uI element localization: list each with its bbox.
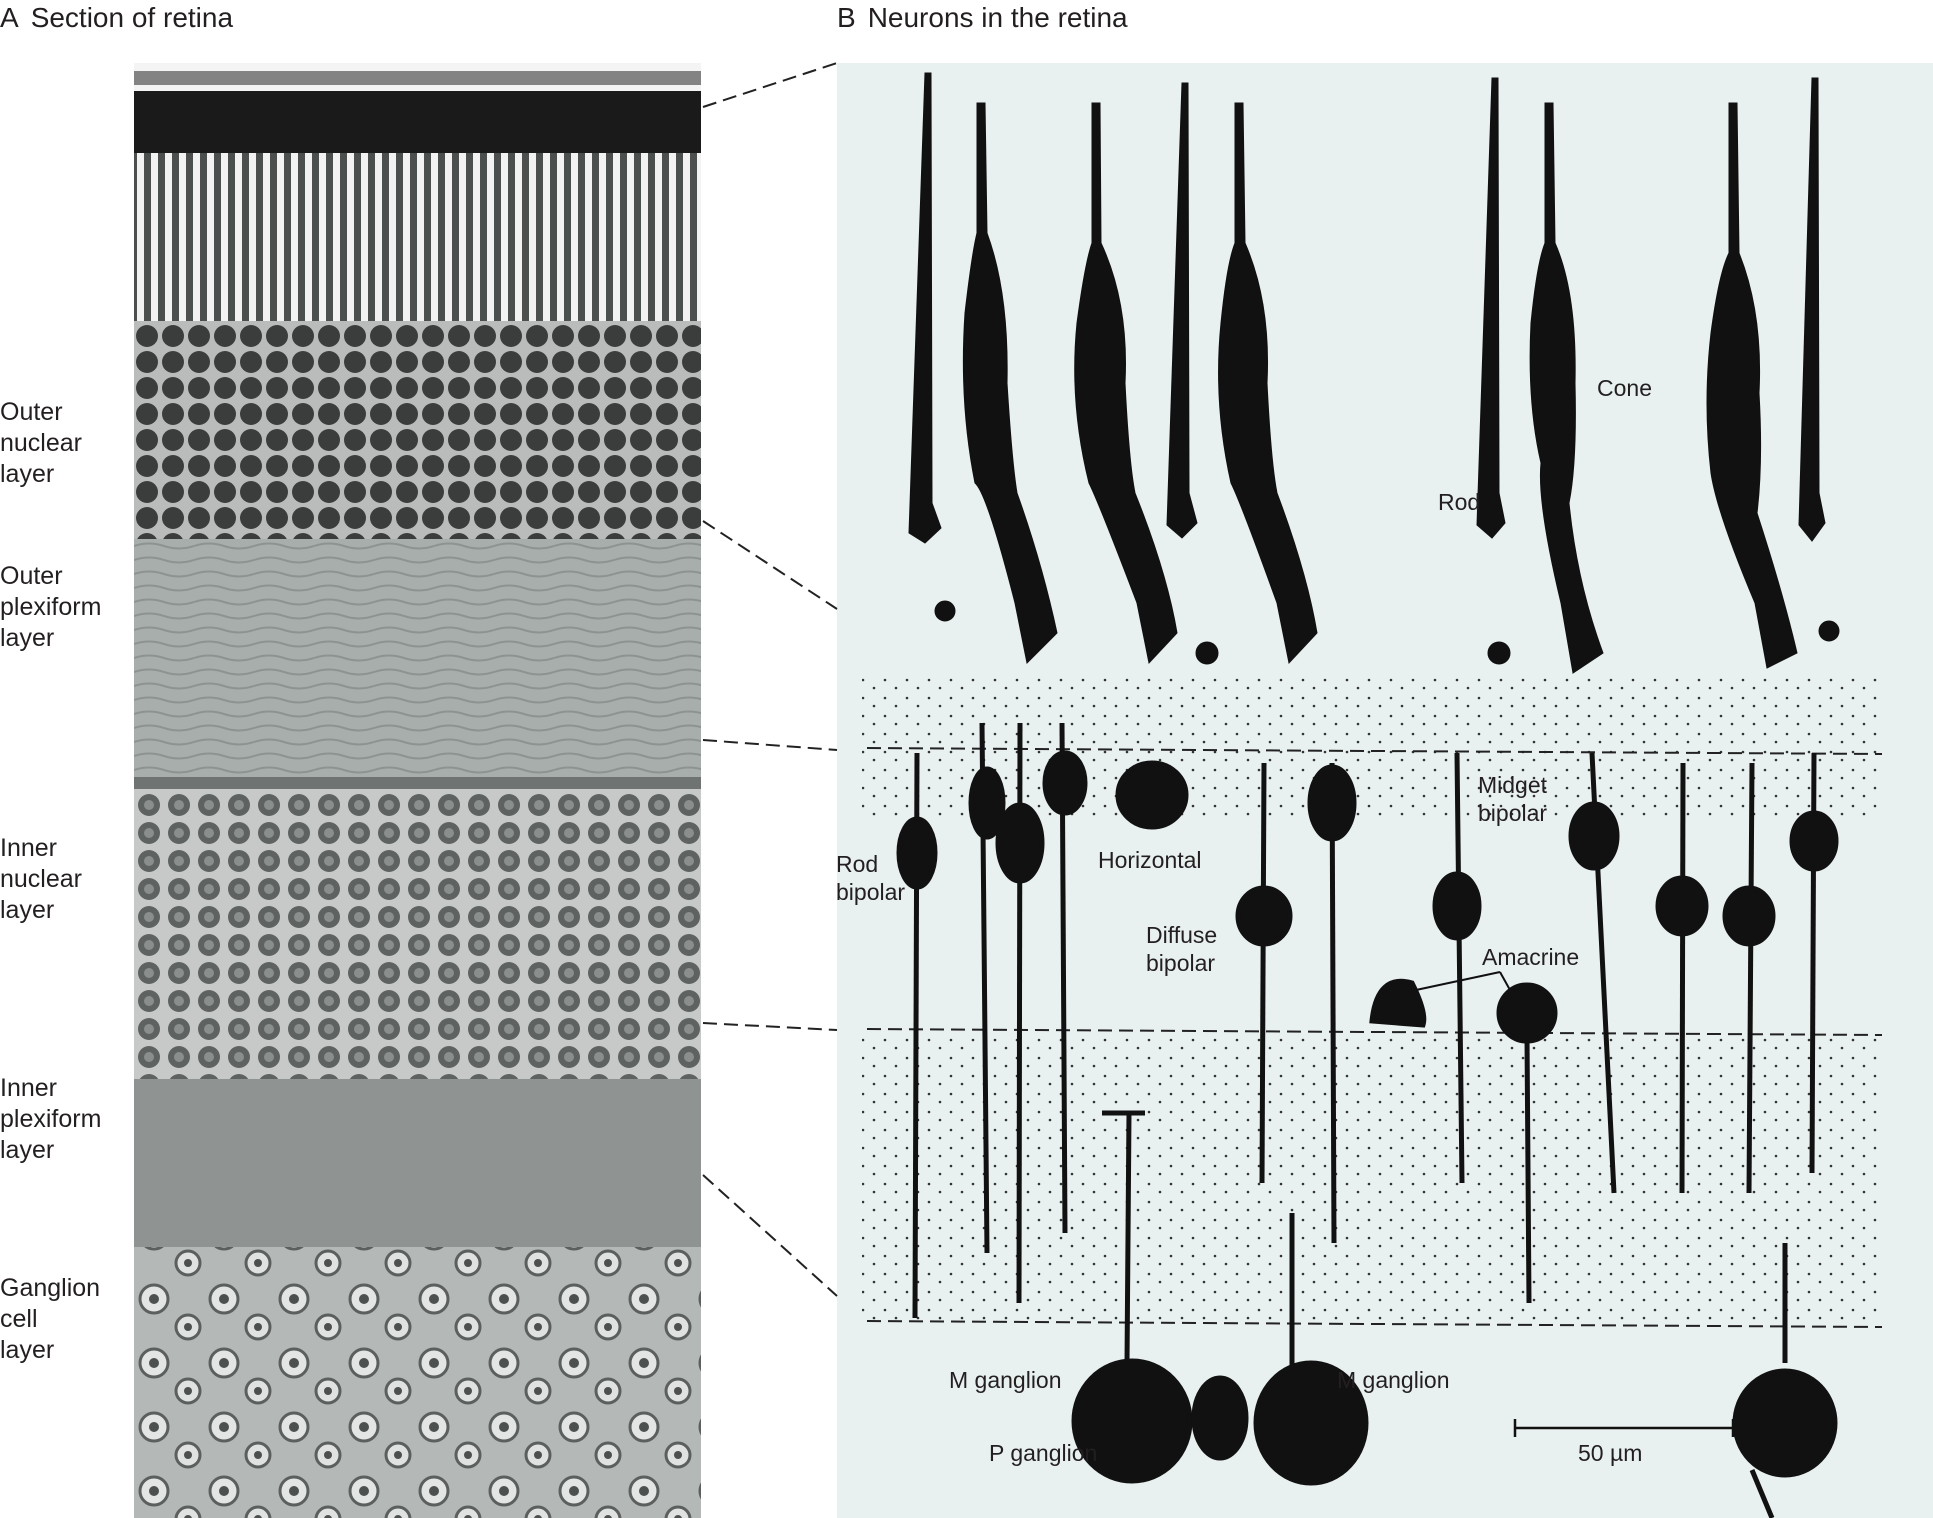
label-horizontal: Horizontal (1098, 847, 1202, 873)
inner-plexiform-stipple (862, 1035, 1882, 1325)
layer-label-outer-plexiform: Outer plexiform layer (0, 562, 102, 652)
scale-bar (1513, 1419, 1735, 1437)
cone-cell (1529, 102, 1604, 674)
cone-cell (1218, 102, 1318, 665)
midget-bipolar-cell (1679, 762, 1686, 1194)
ganglion-cell (1732, 1368, 1838, 1478)
panel-b-title-text: Neurons in the retina (867, 2, 1128, 33)
connector-inner-plexiform (702, 1022, 838, 1031)
cone-cell (1074, 102, 1178, 665)
diffuse-bipolar-cell (1454, 752, 1465, 1184)
diffuse-bipolar-cell (1259, 762, 1267, 1184)
rod-cell (908, 72, 956, 622)
label-diffuse-bipolar: Diffuse bipolar (1146, 922, 1218, 976)
midget-bipolar-cell (1746, 762, 1755, 1194)
photoreceptors (908, 72, 1840, 674)
scale-bar-label: 50 µm (1578, 1440, 1643, 1466)
layer-label-inner-plexiform: Inner plexiform layer (0, 1074, 102, 1164)
retina-micrograph (134, 63, 701, 1518)
panel-a-title: A Section of retina (0, 2, 233, 34)
cone-cell (962, 102, 1058, 665)
amacrine-cell (1369, 978, 1427, 1028)
cone-cell (1706, 102, 1798, 669)
p-ganglion-cell (1191, 1375, 1249, 1461)
outer-plexiform-stipple (862, 673, 1882, 818)
rod-cell (1476, 77, 1511, 665)
label-cone: Cone (1597, 375, 1652, 401)
horizontal-cell (1115, 760, 1189, 830)
label-p-ganglion: P ganglion (989, 1440, 1098, 1466)
panel-a-title-text: Section of retina (30, 2, 234, 33)
panel-b-title: B Neurons in the retina (837, 2, 1128, 34)
boundary-inl-ipl (866, 1028, 1883, 1036)
inner-neurons (896, 722, 1839, 1518)
boundary-opl-inl (866, 747, 1883, 755)
layer-label-inner-nuclear: Inner nuclear layer (0, 834, 82, 924)
connector-outer-plexiform (702, 520, 838, 610)
label-m-ganglion-left: M ganglion (949, 1367, 1062, 1393)
rod-cell (1166, 82, 1219, 665)
layer-label-outer-nuclear: Outer nuclear layer (0, 398, 82, 488)
m-ganglion-cell (1253, 1360, 1369, 1486)
neuron-diagram (837, 63, 1933, 1518)
diffuse-bipolar-cell (1329, 762, 1337, 1244)
amacrine-cell (1496, 982, 1558, 1044)
rod-cell (1798, 77, 1840, 642)
panel-b-letter: B (837, 2, 856, 33)
label-rod-bipolar: Rod bipolar (836, 851, 906, 905)
connector-ganglion (702, 1174, 838, 1297)
layer-label-ganglion: Ganglion cell layer (0, 1274, 101, 1364)
connector-inner-nuclear (702, 739, 838, 751)
label-rod: Rod (1438, 489, 1481, 515)
label-m-ganglion-right: M ganglion (1337, 1367, 1450, 1393)
label-amacrine: Amacrine (1482, 944, 1580, 970)
connector-top (702, 62, 838, 108)
panel-a-letter: A (0, 2, 19, 33)
boundary-ipl-gcl (866, 1320, 1883, 1328)
label-midget-bipolar: Midget bipolar (1478, 772, 1548, 826)
